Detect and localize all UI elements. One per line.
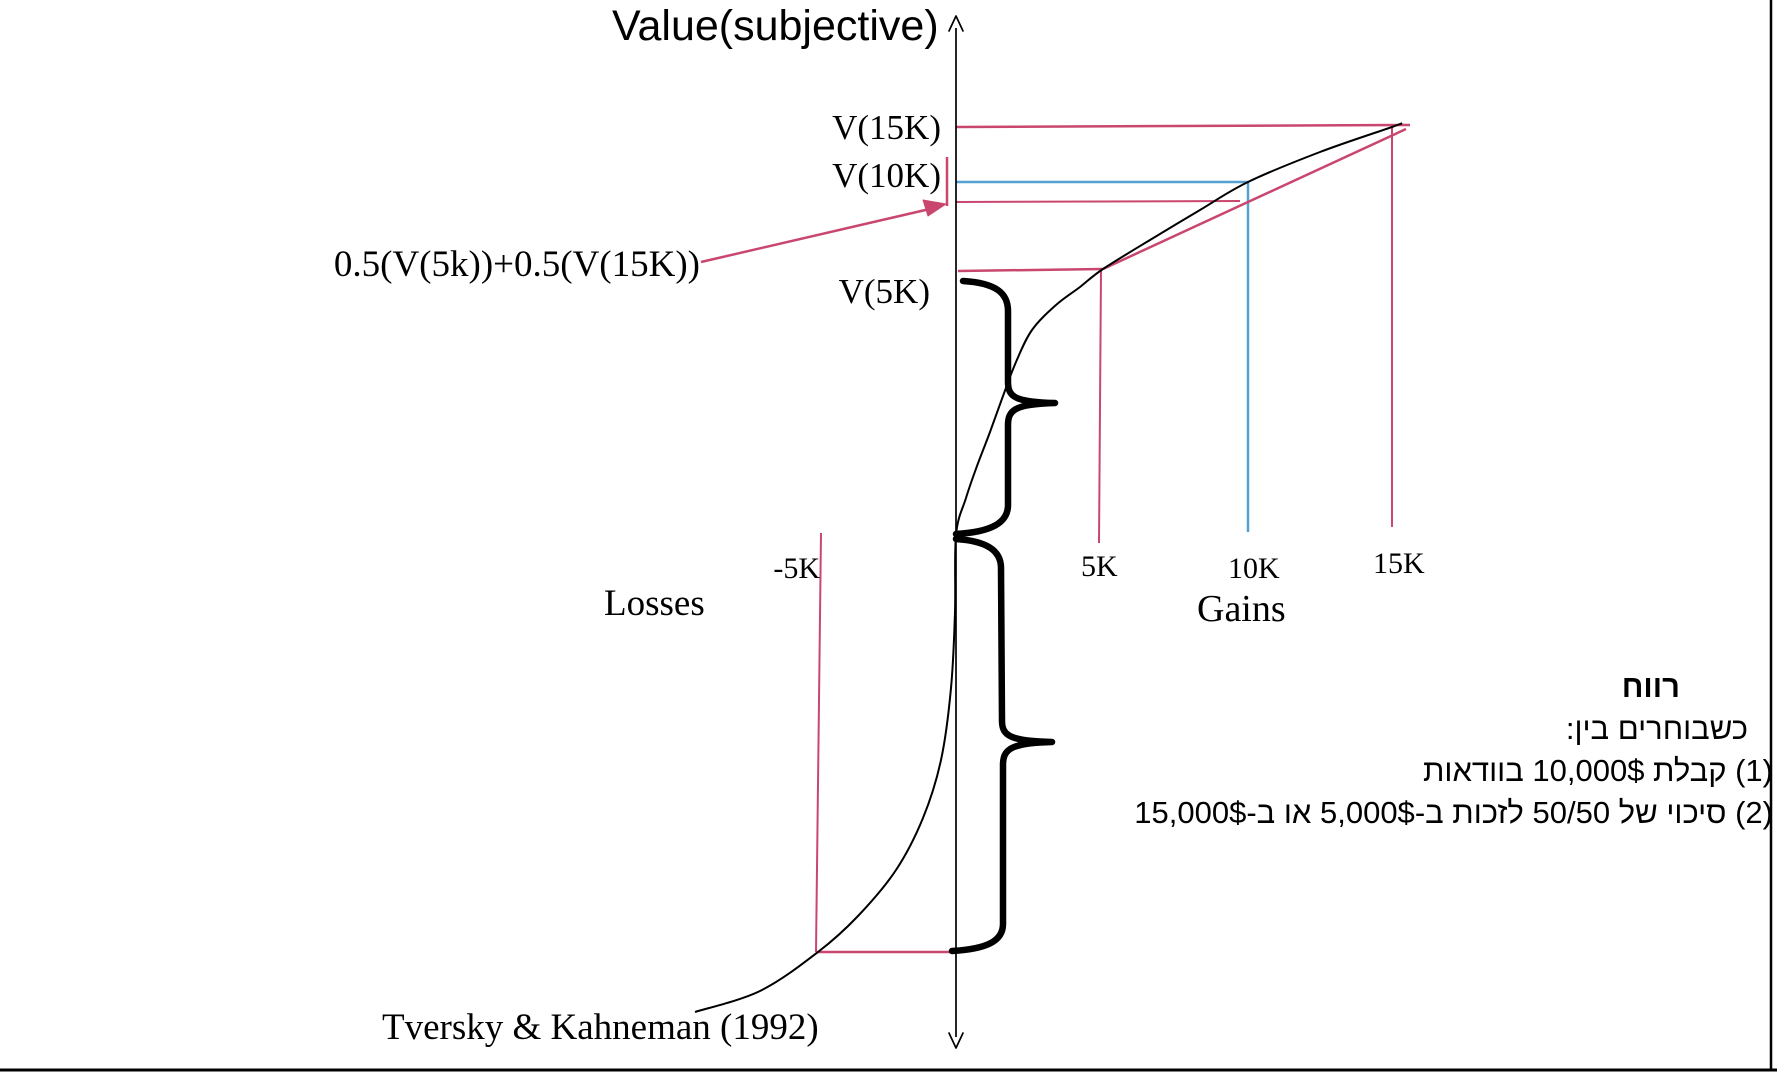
gains-axis-label: Gains [1197,588,1286,630]
hebrew-note-heading: רווח [1621,669,1680,704]
v5k-value-label: V(5K) [838,272,930,311]
tick-label-15k: 15K [1373,547,1425,580]
tick-label-5k: 5K [1081,550,1118,583]
attribution: Tversky & Kahneman (1992) [382,1007,819,1048]
hebrew-note-option-1: (1) קבלת 10,000$ בוודאות [1422,753,1773,788]
axis-arrow-bottom-icon [948,1032,964,1049]
v5k-hline [957,267,1104,273]
v5k-vline [1098,269,1102,544]
annotation-arrowhead-icon [922,199,947,217]
expected-value-label: 0.5(V(5k))+0.5(V(15K)) [333,244,700,285]
v15k-hline [955,123,1411,129]
axis-arrow-top-icon [948,15,964,32]
v15k-value-label: V(15K) [832,108,941,147]
brace-lower [948,535,1056,955]
losses-axis-label: Losses [604,583,705,624]
hebrew-note-line-choose: כשבוחרים בין: [1565,711,1748,746]
value-function-curve [694,122,1403,1013]
tick-label-neg5k: -5K [773,552,820,585]
tick-label-10k: 10K [1228,552,1280,585]
hebrew-note: רווח כשבוחרים בין: (1) קבלת 10,000$ בווד… [1134,666,1773,834]
v10k-value-label: V(10K) [832,156,941,195]
hebrew-note-option-2: (2) סיכוי של 50/50 לזכות ב-5,000$ או ב-1… [1134,795,1773,830]
chart-title: Value(subjective) [612,2,939,50]
gamble-chord [1102,127,1407,271]
brace-upper [952,277,1059,538]
annotation-arrow-shaft [700,206,935,264]
midpoint-hline [955,200,1241,203]
neg5k-vline [815,532,822,953]
